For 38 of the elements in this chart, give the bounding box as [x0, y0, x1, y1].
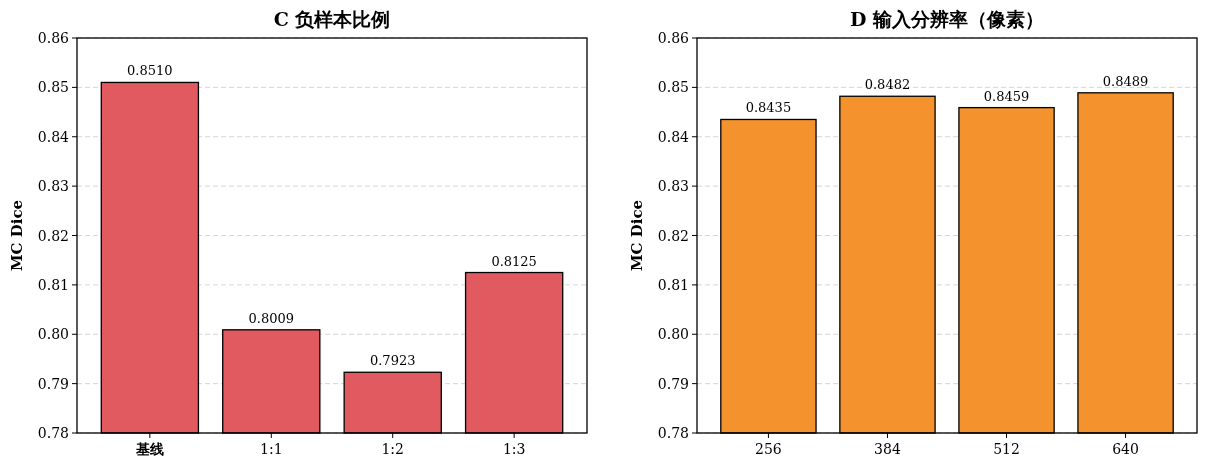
x-tick-label: 640 — [1112, 441, 1139, 457]
y-tick-label: 0.80 — [657, 326, 689, 343]
y-tick-label: 0.79 — [657, 375, 689, 392]
y-tick-label: 0.80 — [37, 326, 69, 343]
y-axis-title: MC Dice — [628, 199, 646, 272]
data-label: 0.8459 — [983, 88, 1030, 104]
x-tick-label: 256 — [755, 441, 782, 457]
y-tick-label: 0.86 — [37, 30, 70, 46]
x-tick-label: 1:1 — [260, 441, 283, 457]
data-label: 0.8482 — [864, 77, 911, 93]
y-axis-title: MC Dice — [8, 199, 26, 272]
data-label: 0.8125 — [491, 253, 537, 269]
y-tick-label: 0.82 — [657, 227, 689, 244]
y-tick-label: 0.78 — [657, 425, 689, 441]
y-tick-label: 0.81 — [37, 276, 69, 293]
y-tick-label: 0.83 — [657, 178, 689, 195]
y-tick-label: 0.79 — [37, 375, 69, 392]
y-tick-label: 0.83 — [37, 178, 69, 195]
chart-title: C 负样本比例 — [273, 8, 391, 30]
y-tick-label: 0.84 — [657, 128, 690, 145]
y-tick-label: 0.84 — [37, 128, 70, 145]
x-tick-label: 384 — [874, 441, 901, 457]
x-tick-label: 基线 — [134, 441, 164, 457]
y-tick-label: 0.82 — [37, 227, 69, 244]
x-tick-label: 1:3 — [502, 441, 526, 457]
data-label: 0.8510 — [127, 63, 173, 79]
y-tick-label: 0.85 — [37, 79, 69, 96]
chart-title: D 输入分辨率（像素） — [849, 8, 1045, 30]
x-tick-label: 1:2 — [381, 441, 404, 457]
y-tick-label: 0.85 — [657, 79, 689, 96]
data-label: 0.8489 — [1102, 73, 1149, 89]
data-label: 0.8009 — [248, 310, 295, 326]
data-label: 0.8435 — [745, 100, 792, 116]
y-tick-label: 0.86 — [657, 30, 690, 46]
data-label: 0.7923 — [369, 353, 416, 369]
x-tick-label: 512 — [993, 441, 1020, 457]
y-tick-label: 0.81 — [657, 276, 689, 293]
y-tick-label: 0.78 — [37, 425, 69, 441]
